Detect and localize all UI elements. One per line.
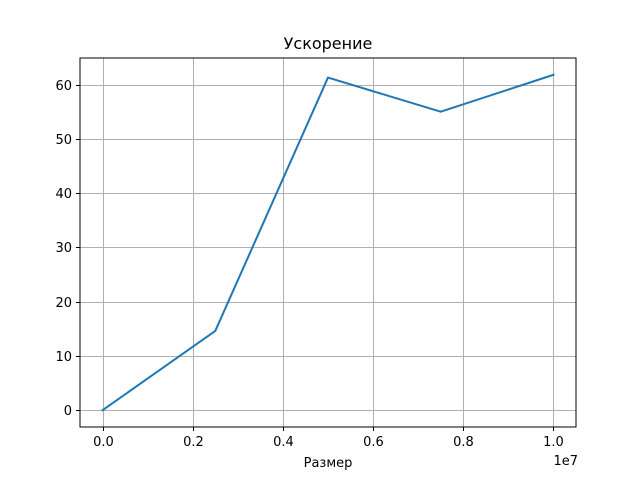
y-tick-label: 20 bbox=[55, 296, 72, 311]
y-axis-ticks: 0 10 20 30 40 50 60 bbox=[55, 79, 80, 419]
x-tick-label: 0.6 bbox=[363, 435, 384, 450]
chart-title: Ускорение bbox=[284, 34, 373, 53]
x-axis-ticks: 0.0 0.2 0.4 0.6 0.8 1.0 bbox=[93, 427, 564, 450]
plot-frame bbox=[79, 57, 577, 428]
series-line bbox=[101, 73, 555, 412]
y-tick-label: 10 bbox=[55, 350, 72, 365]
x-axis-offset-label: 1e7 bbox=[553, 454, 578, 469]
x-tick-label: 0.0 bbox=[93, 435, 114, 450]
series-layer bbox=[101, 73, 555, 412]
y-tick-label: 50 bbox=[55, 133, 72, 148]
grid bbox=[80, 58, 576, 427]
y-tick-label: 30 bbox=[55, 241, 72, 256]
x-axis-label: Размер bbox=[304, 456, 353, 471]
y-tick-label: 0 bbox=[64, 404, 72, 419]
x-tick-label: 1.0 bbox=[543, 435, 564, 450]
y-tick-label: 40 bbox=[55, 187, 72, 202]
y-tick-label: 60 bbox=[55, 79, 72, 94]
x-tick-label: 0.8 bbox=[453, 435, 474, 450]
x-tick-label: 0.4 bbox=[273, 435, 294, 450]
x-tick-label: 0.2 bbox=[183, 435, 204, 450]
